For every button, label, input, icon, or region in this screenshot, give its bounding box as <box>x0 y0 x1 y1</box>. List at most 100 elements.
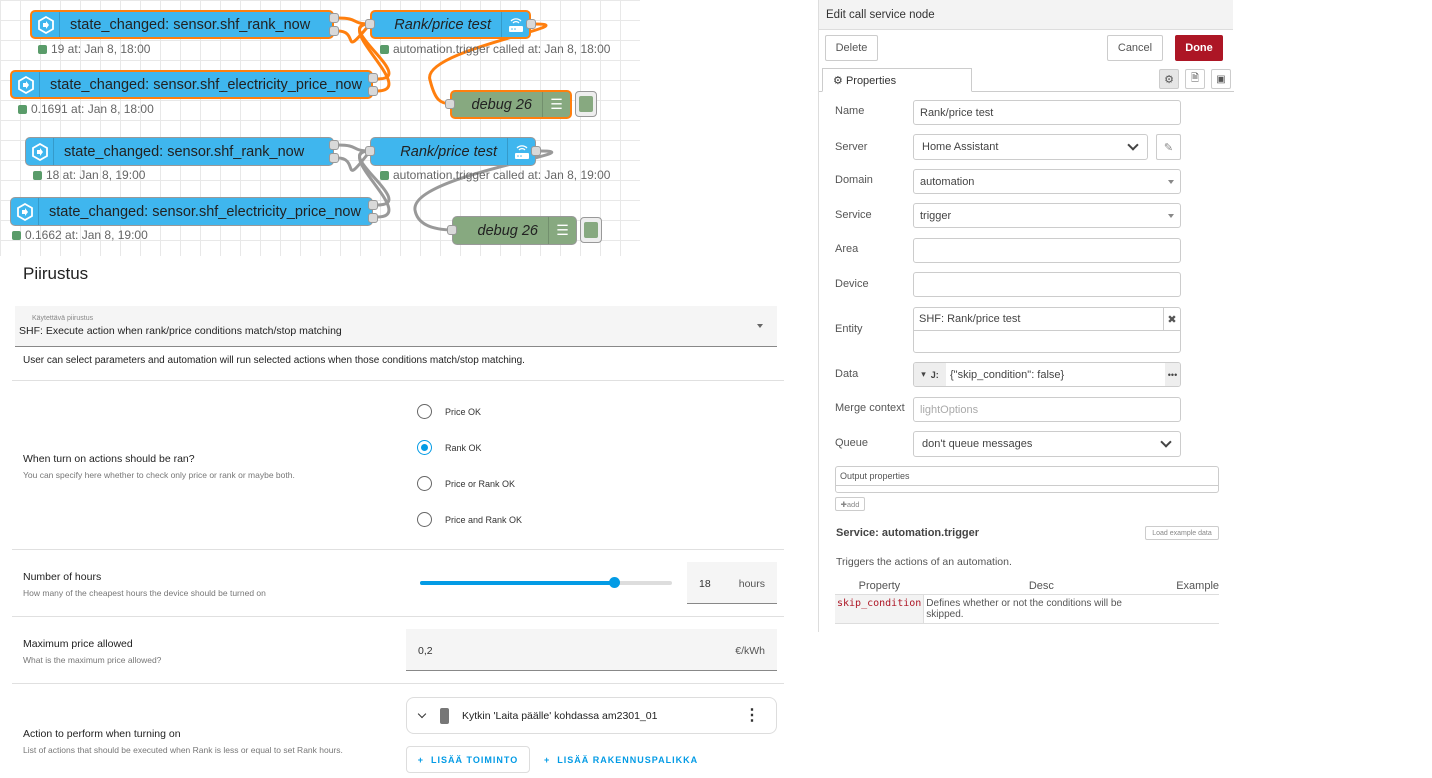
node-port[interactable] <box>531 146 541 156</box>
radio-option[interactable]: Price and Rank OK <box>417 512 522 527</box>
entity-label: Entity <box>835 323 863 335</box>
queue-select[interactable]: don't queue messages <box>913 431 1181 457</box>
server-value: Home Assistant <box>922 141 999 153</box>
wire <box>358 22 391 93</box>
edit-node-panel: Edit call service node Delete Cancel Don… <box>818 0 1234 632</box>
node-price-state-changed[interactable]: state_changed: sensor.shf_electricity_pr… <box>10 197 373 226</box>
node-debug[interactable]: debug 26 ☰ <box>450 90 572 119</box>
node-port[interactable] <box>526 19 536 29</box>
caret-down-icon <box>1168 214 1174 218</box>
max-price-input[interactable]: 0,2 €/kWh <box>406 629 777 671</box>
radio-label: Price OK <box>445 406 482 417</box>
events-state-icon <box>32 12 60 37</box>
node-rank-state-changed[interactable]: state_changed: sensor.shf_rank_now <box>25 137 334 166</box>
divider <box>12 549 784 550</box>
hours-input[interactable]: 18 hours <box>687 562 777 604</box>
node-port[interactable] <box>368 86 378 96</box>
remove-entity-x-icon[interactable]: ✖ <box>1163 308 1180 330</box>
json-type-select[interactable]: ▾ J: <box>914 363 946 386</box>
radio-option[interactable]: Price OK <box>417 404 481 419</box>
add-output-button[interactable]: ✚ add <box>835 497 865 511</box>
expand-chevron-icon[interactable] <box>417 709 427 718</box>
wire <box>337 23 372 44</box>
domain-value: automation <box>920 175 975 188</box>
flow-wires <box>337 16 554 232</box>
action-item[interactable]: Kytkin 'Laita päälle' kohdassa am2301_01… <box>406 697 777 734</box>
node-port[interactable] <box>329 26 339 36</box>
domain-select[interactable]: automation <box>913 169 1181 194</box>
node-port[interactable] <box>329 13 339 23</box>
done-button[interactable]: Done <box>1175 35 1223 61</box>
expand-editor-ellipsis-icon[interactable]: ••• <box>1165 363 1180 386</box>
node-port[interactable] <box>329 153 339 163</box>
node-rank-state-changed[interactable]: state_changed: sensor.shf_rank_now <box>30 10 334 39</box>
area-input[interactable] <box>913 238 1181 263</box>
settings-gear-icon[interactable]: ⚙ <box>1159 69 1179 89</box>
queue-value: don't queue messages <box>922 438 1033 450</box>
debug-toggle-indicator <box>584 222 598 238</box>
delete-button[interactable]: Delete <box>825 35 878 61</box>
node-call-service[interactable]: Rank/price test <box>370 137 536 166</box>
node-port[interactable] <box>368 213 378 223</box>
node-label: state_changed: sensor.shf_rank_now <box>64 143 305 160</box>
entity-input[interactable]: SHF: Rank/price test ✖ <box>913 307 1181 353</box>
blueprint-select[interactable]: Käytettävä piirustus SHF: Execute action… <box>15 306 777 347</box>
load-example-button[interactable]: Load example data <box>1145 526 1219 540</box>
data-input[interactable]: ▾ J: {"skip_condition": false} ••• <box>913 362 1181 387</box>
node-port[interactable] <box>368 200 378 210</box>
router-icon <box>501 12 529 37</box>
wire <box>413 149 554 232</box>
debug-toggle-button[interactable] <box>580 217 602 243</box>
name-label: Name <box>835 105 865 117</box>
merge-context-input[interactable]: lightOptions <box>913 397 1181 422</box>
more-vert-icon[interactable]: ⋮ <box>744 706 760 724</box>
node-debug[interactable]: debug 26 ☰ <box>452 216 577 245</box>
service-select[interactable]: trigger <box>913 203 1181 228</box>
add-block-button[interactable]: + LISÄÄ RAKENNUSPALIKKA <box>544 754 699 765</box>
node-port[interactable] <box>445 99 455 109</box>
node-port[interactable] <box>368 73 378 83</box>
node-status: 0.1662 at: Jan 8, 19:00 <box>12 228 148 242</box>
cancel-button[interactable]: Cancel <box>1107 35 1163 61</box>
hours-value: 18 <box>699 578 711 590</box>
debug-list-icon: ☰ <box>548 217 576 244</box>
service-properties-table: Property Desc Example skip_condition Def… <box>835 578 1219 624</box>
name-input[interactable]: Rank/price test <box>913 100 1181 125</box>
debug-list-icon: ☰ <box>542 92 570 117</box>
status-dot-icon <box>18 104 27 114</box>
device-input[interactable] <box>913 272 1181 297</box>
radio-option[interactable]: Rank OK <box>417 440 482 455</box>
edit-server-pencil-icon[interactable]: ✎ <box>1156 134 1181 160</box>
debug-toggle-indicator <box>579 96 593 112</box>
node-status: automation.trigger called at: Jan 8, 18:… <box>380 42 610 56</box>
description-doc-icon[interactable]: 🗎 <box>1185 69 1205 89</box>
hours-slider[interactable] <box>420 577 672 588</box>
radio-option[interactable]: Price or Rank OK <box>417 476 515 491</box>
chevron-down-icon <box>1160 436 1172 448</box>
node-port[interactable] <box>329 140 339 150</box>
events-state-icon <box>12 72 40 97</box>
debug-toggle-button[interactable] <box>575 91 597 117</box>
merge-context-label: Merge context <box>835 402 905 414</box>
node-port[interactable] <box>447 225 457 235</box>
add-action-label: LISÄÄ TOIMINTO <box>431 754 519 765</box>
add-action-button[interactable]: + LISÄÄ TOIMINTO <box>406 746 530 773</box>
flow-canvas[interactable]: state_changed: sensor.shf_rank_now 19 at:… <box>0 0 640 256</box>
status-dot-icon <box>380 170 389 180</box>
node-port[interactable] <box>365 19 375 29</box>
node-price-state-changed[interactable]: state_changed: sensor.shf_electricity_pr… <box>10 70 373 99</box>
output-properties-header: Output properties <box>836 467 1218 486</box>
server-select[interactable]: Home Assistant <box>913 134 1148 160</box>
node-port[interactable] <box>365 146 375 156</box>
queue-label: Queue <box>835 437 869 449</box>
blueprint-description: User can select parameters and automatio… <box>23 355 525 366</box>
slider-thumb[interactable] <box>609 577 621 588</box>
appearance-frame-icon[interactable]: ▣ <box>1211 69 1231 89</box>
tab-properties[interactable]: ⚙ Properties <box>822 68 972 92</box>
entity-tag: SHF: Rank/price test ✖ <box>914 308 1180 331</box>
node-label: Rank/price test <box>400 143 497 160</box>
add-block-label: LISÄÄ RAKENNUSPALIKKA <box>557 754 699 765</box>
divider <box>12 683 784 684</box>
radio-circle-icon <box>417 440 432 455</box>
node-call-service[interactable]: Rank/price test <box>370 10 531 39</box>
